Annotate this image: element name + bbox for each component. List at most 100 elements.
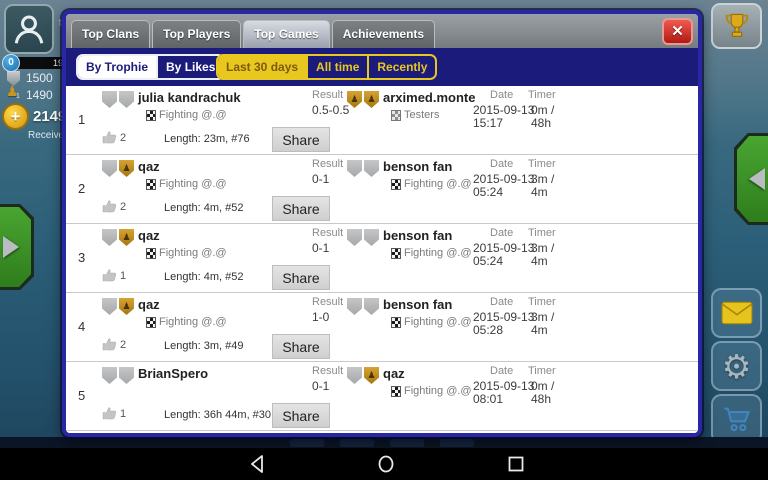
time-filter-group: Last 30 days All time Recently (216, 54, 438, 80)
rank-label: 4 (78, 319, 86, 334)
background-bottom-bar-ghost (390, 439, 424, 447)
expand-right-panel-button[interactable] (734, 133, 768, 225)
rank-label: 5 (78, 388, 86, 403)
home-icon[interactable] (376, 454, 396, 474)
likes[interactable]: 1 (102, 407, 126, 420)
timer-header: Timer (528, 365, 556, 377)
player2-name[interactable]: benson fan (383, 228, 453, 243)
close-button[interactable]: ✕ (662, 18, 693, 45)
sort-filter-group: By Trophie By Likes (76, 54, 226, 80)
rank-badge-icon (347, 298, 362, 315)
settings-button[interactable]: ⚙ (711, 341, 762, 391)
player2-name[interactable]: benson fan (383, 297, 453, 312)
clan-flag-icon (146, 178, 156, 190)
player1-clan: Fighting @.@ (146, 316, 227, 328)
android-nav-bar (0, 448, 768, 480)
player1-clan: Fighting @.@ (146, 247, 227, 259)
game-row-1[interactable]: 1 julia kandrachuk Fighting @.@ Result 0… (66, 86, 698, 155)
player1-name[interactable]: qaz (138, 159, 160, 174)
filter-all-time[interactable]: All time (308, 56, 370, 78)
rank-badge-icon: ♟ (119, 298, 134, 315)
result-header: Result (312, 89, 344, 101)
recents-icon[interactable] (506, 454, 526, 474)
leaderboard-button[interactable] (711, 3, 762, 49)
player2-name[interactable]: qaz (383, 366, 405, 381)
tab-top-players[interactable]: Top Players (152, 20, 242, 48)
time-value: 05:28 (473, 323, 504, 337)
game-row-5[interactable]: 5 BrianSpero Result 0-1 ♟ qaz Fighting @… (66, 362, 698, 431)
filter-recently[interactable]: Recently (377, 60, 428, 74)
player1-badges: ♟ (102, 229, 134, 246)
likes[interactable]: 2 (102, 200, 126, 213)
player2-name[interactable]: benson fan (383, 159, 453, 174)
player1-name[interactable]: julia kandrachuk (138, 90, 241, 105)
likes[interactable]: 2 (102, 131, 126, 144)
likes-count: 2 (120, 338, 127, 351)
player1-name[interactable]: BrianSpero (138, 366, 209, 381)
rank-badge-icon (347, 160, 362, 177)
game-row-3[interactable]: 3 ♟ qaz Fighting @.@ Result 0-1 benson f… (66, 224, 698, 293)
shop-button[interactable] (711, 394, 762, 444)
time-value: 05:24 (473, 185, 504, 199)
share-button[interactable]: Share (272, 127, 330, 152)
profile-avatar-button[interactable] (4, 4, 54, 54)
clan-flag-icon (146, 316, 156, 328)
filter-by-likes[interactable]: By Likes (166, 60, 216, 74)
tab-top-games[interactable]: Top Games (243, 20, 330, 48)
result-value: 1-0 (312, 310, 330, 324)
date-header: Date (490, 296, 514, 308)
share-button[interactable]: Share (272, 334, 330, 359)
share-button[interactable]: Share (272, 403, 330, 428)
trophy-icon (725, 13, 748, 37)
rank-badge-icon (364, 229, 379, 246)
result-value: 0-1 (312, 379, 330, 393)
tab-achievements[interactable]: Achievements (331, 20, 436, 48)
shield-rating-icon (7, 71, 20, 86)
background-bottom-bar-ghost (340, 439, 374, 447)
result-header: Result (312, 365, 344, 377)
rank-badge-icon: ♟ (119, 229, 134, 246)
timer-value: 0m / (531, 103, 555, 117)
rank-badge-icon (102, 91, 117, 108)
result-value: 0-1 (312, 172, 330, 186)
likes-count: 2 (120, 200, 127, 213)
rank-badge-icon: ♟ (364, 91, 379, 108)
messages-button[interactable] (711, 288, 762, 338)
player1-name[interactable]: qaz (138, 228, 160, 243)
button-face (0, 207, 31, 287)
game-length: Length: 23m, #76 (164, 133, 250, 145)
player2-badges (347, 229, 379, 246)
xp-progress-bar: 19 (15, 57, 65, 69)
coins-add-button[interactable]: + (2, 103, 29, 130)
thumbs-up-icon (102, 200, 117, 213)
back-icon[interactable] (248, 454, 268, 474)
rank-badge-icon: ♟ (347, 91, 362, 108)
filter-last-30-days[interactable]: Last 30 days (218, 56, 309, 78)
share-button[interactable]: Share (272, 265, 330, 290)
likes[interactable]: 1 (102, 269, 126, 282)
player1-name[interactable]: qaz (138, 297, 160, 312)
rank-label: 1 (78, 112, 86, 127)
player2-clan: Testers (391, 109, 439, 121)
expand-left-panel-button[interactable] (0, 204, 34, 290)
pawn-rating-value: 1490 (26, 88, 53, 102)
result-value: 0.5-0.5 (312, 103, 350, 117)
coins-value: 2149 (33, 108, 67, 125)
timer-header: Timer (528, 158, 556, 170)
game-row-2[interactable]: 2 ♟ qaz Fighting @.@ Result 0-1 benson f… (66, 155, 698, 224)
filter-by-trophie[interactable]: By Trophie (78, 56, 159, 78)
person-icon (14, 15, 44, 44)
game-row-4[interactable]: 4 ♟ qaz Fighting @.@ Result 1-0 benson f… (66, 293, 698, 362)
rank-badge-icon (102, 367, 117, 384)
rank-badge-icon (347, 367, 362, 384)
likes-count: 2 (120, 131, 127, 144)
tab-top-clans[interactable]: Top Clans (71, 20, 151, 48)
date-value: 2015-09-13 (473, 241, 535, 255)
rank-badge-icon: ♟ (364, 367, 379, 384)
date-header: Date (490, 365, 514, 377)
timer-header: Timer (528, 296, 556, 308)
player2-name[interactable]: arximed.monte (383, 90, 476, 105)
share-button[interactable]: Share (272, 196, 330, 221)
result-header: Result (312, 158, 344, 170)
likes[interactable]: 2 (102, 338, 126, 351)
